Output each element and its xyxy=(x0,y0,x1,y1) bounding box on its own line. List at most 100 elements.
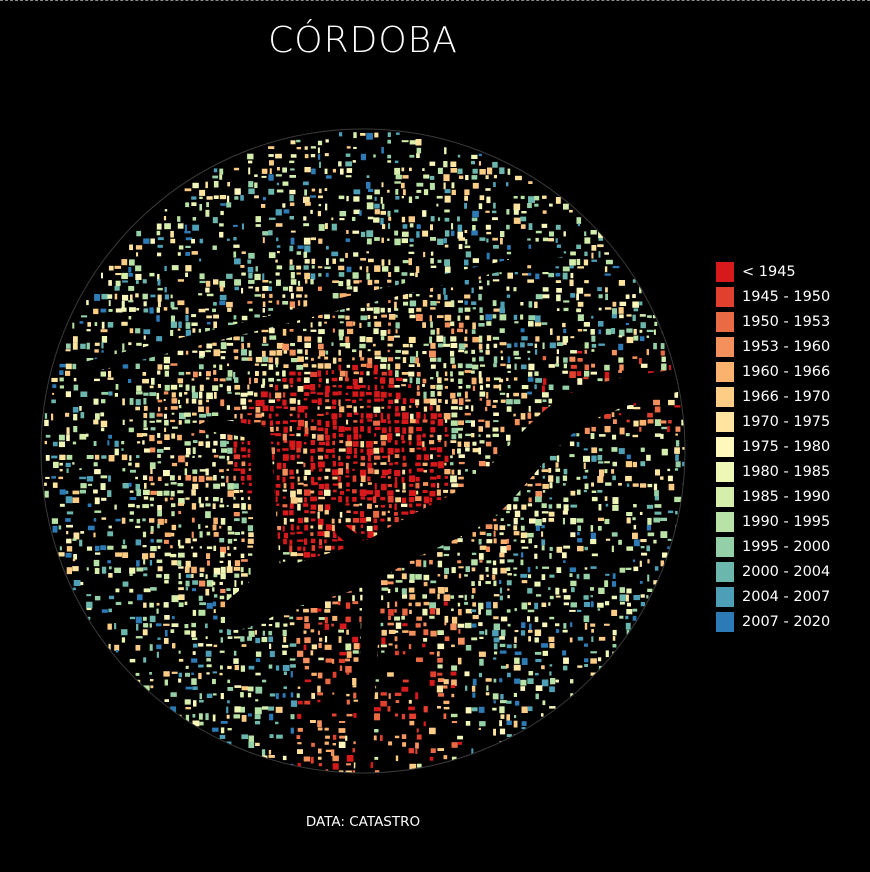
building-footprint xyxy=(584,231,587,236)
building-footprint xyxy=(584,623,588,630)
building-footprint xyxy=(457,328,464,333)
building-footprint xyxy=(409,377,413,384)
building-footprint xyxy=(219,504,225,508)
building-footprint xyxy=(556,335,560,341)
building-footprint xyxy=(303,181,309,186)
building-footprint xyxy=(142,531,147,538)
building-footprint xyxy=(528,181,533,184)
building-footprint xyxy=(444,314,452,321)
building-footprint xyxy=(402,398,407,404)
building-footprint xyxy=(234,685,242,688)
building-footprint xyxy=(192,720,200,727)
building-footprint xyxy=(542,399,547,403)
building-footprint xyxy=(227,728,232,731)
building-footprint xyxy=(499,342,507,346)
building-footprint xyxy=(380,330,387,336)
building-footprint xyxy=(437,748,444,751)
building-footprint xyxy=(297,476,300,482)
building-footprint xyxy=(149,476,153,482)
building-footprint xyxy=(443,343,450,347)
building-footprint xyxy=(429,503,432,507)
building-footprint xyxy=(374,756,379,760)
building-footprint xyxy=(156,644,162,650)
building-footprint xyxy=(332,448,335,454)
building-footprint xyxy=(289,658,296,661)
building-footprint xyxy=(415,357,419,364)
building-footprint xyxy=(590,623,596,627)
building-footprint xyxy=(389,462,393,466)
building-footprint xyxy=(429,608,436,615)
building-footprint xyxy=(289,160,295,164)
building-footprint xyxy=(577,266,584,269)
building-footprint xyxy=(240,433,245,441)
building-footprint xyxy=(199,384,204,391)
building-footprint xyxy=(676,532,682,539)
building-footprint xyxy=(115,588,120,593)
building-footprint xyxy=(233,587,239,595)
building-footprint xyxy=(423,413,426,420)
building-footprint xyxy=(317,608,322,612)
building-footprint xyxy=(262,231,269,236)
building-footprint xyxy=(472,225,476,232)
building-footprint xyxy=(534,301,538,309)
building-footprint xyxy=(191,574,194,578)
building-footprint xyxy=(513,196,518,199)
building-footprint xyxy=(213,321,217,328)
building-footprint xyxy=(73,336,78,343)
building-footprint xyxy=(373,406,381,413)
building-footprint xyxy=(115,280,121,287)
building-footprint xyxy=(472,678,477,686)
building-footprint xyxy=(170,419,176,423)
building-footprint xyxy=(191,672,195,675)
building-footprint xyxy=(72,490,80,495)
building-footprint xyxy=(611,532,618,537)
building-footprint xyxy=(450,671,457,676)
building-footprint xyxy=(142,518,146,522)
building-footprint xyxy=(191,398,197,404)
building-footprint xyxy=(479,398,483,401)
building-footprint xyxy=(283,671,287,675)
building-footprint xyxy=(275,223,283,227)
building-footprint xyxy=(345,658,350,662)
building-footprint xyxy=(472,307,476,310)
building-footprint xyxy=(135,462,140,468)
building-footprint xyxy=(360,357,365,361)
building-footprint xyxy=(373,420,381,426)
building-footprint xyxy=(604,496,608,501)
building-footprint xyxy=(241,405,247,410)
building-footprint xyxy=(332,293,339,299)
building-footprint xyxy=(185,314,189,322)
building-footprint xyxy=(352,160,356,163)
building-footprint xyxy=(380,518,385,522)
building-footprint xyxy=(171,433,176,439)
building-footprint xyxy=(212,217,218,224)
building-footprint xyxy=(528,727,535,735)
building-footprint xyxy=(72,407,79,413)
building-footprint xyxy=(445,399,448,404)
building-footprint xyxy=(310,448,316,454)
building-footprint xyxy=(604,413,611,419)
building-footprint xyxy=(527,265,532,269)
building-footprint xyxy=(212,245,217,250)
building-footprint xyxy=(542,287,549,292)
building-footprint xyxy=(93,559,100,567)
building-footprint xyxy=(555,468,561,472)
building-footprint xyxy=(254,420,261,423)
building-footprint xyxy=(660,531,668,538)
building-footprint xyxy=(178,566,184,569)
building-footprint xyxy=(206,196,213,200)
building-footprint xyxy=(226,405,230,410)
building-footprint xyxy=(185,707,191,710)
building-footprint xyxy=(443,161,448,168)
building-footprint xyxy=(528,196,535,203)
building-footprint xyxy=(206,377,210,380)
building-footprint xyxy=(156,490,163,496)
building-footprint xyxy=(130,469,136,473)
building-footprint xyxy=(185,462,188,467)
building-footprint xyxy=(303,552,311,558)
building-footprint xyxy=(318,455,323,460)
building-footprint xyxy=(387,160,392,163)
building-footprint xyxy=(219,294,227,301)
building-footprint xyxy=(422,441,425,448)
building-footprint xyxy=(233,224,238,227)
